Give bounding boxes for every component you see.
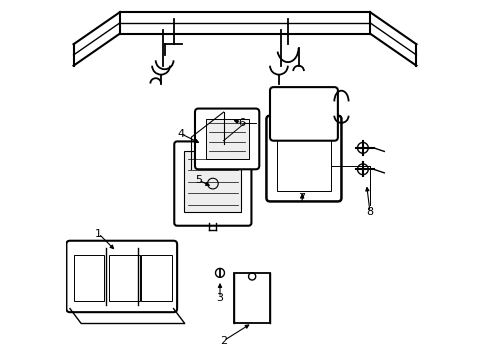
FancyBboxPatch shape xyxy=(267,116,342,202)
Text: 6: 6 xyxy=(238,118,245,128)
FancyBboxPatch shape xyxy=(270,87,338,141)
Text: 4: 4 xyxy=(177,129,184,139)
FancyBboxPatch shape xyxy=(174,141,251,226)
Text: 5: 5 xyxy=(195,175,202,185)
Text: 3: 3 xyxy=(217,293,223,303)
Text: 8: 8 xyxy=(367,207,373,217)
Bar xyxy=(206,119,248,158)
Bar xyxy=(184,152,242,212)
Bar xyxy=(234,273,270,323)
FancyBboxPatch shape xyxy=(195,109,259,169)
Text: 2: 2 xyxy=(220,336,227,346)
Bar xyxy=(109,255,140,301)
Bar xyxy=(277,126,331,191)
Bar xyxy=(74,255,104,301)
Text: 7: 7 xyxy=(298,193,306,203)
Bar xyxy=(142,255,172,301)
FancyBboxPatch shape xyxy=(66,241,177,312)
Text: 1: 1 xyxy=(95,229,102,239)
